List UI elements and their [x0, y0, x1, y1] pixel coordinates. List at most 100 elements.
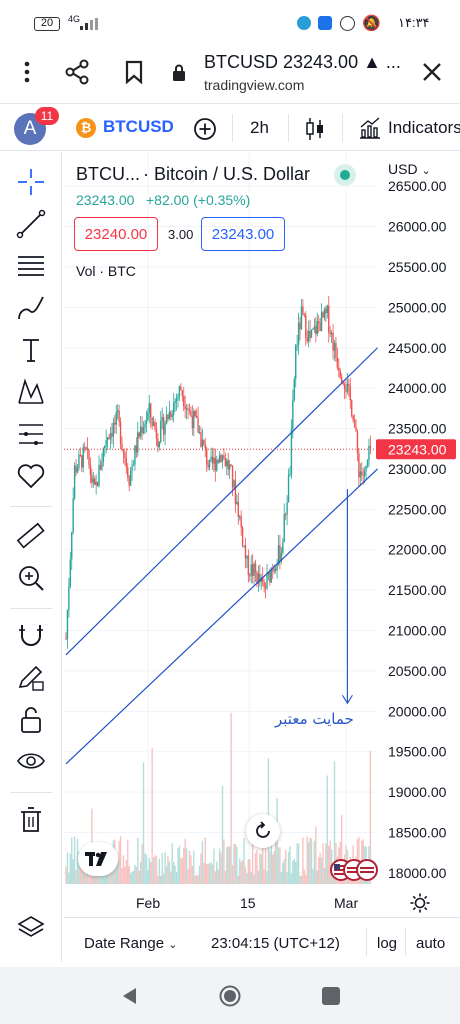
volume-bar: [228, 846, 231, 884]
candle-body: [190, 410, 192, 417]
buy-button[interactable]: 23243.00: [201, 217, 285, 251]
volume-bar: [124, 866, 126, 884]
volume-bar: [178, 845, 181, 884]
candle-body: [363, 470, 366, 476]
volume-bar: [312, 869, 314, 884]
drawing-toolbar: [0, 152, 62, 962]
candle-body: [336, 357, 339, 368]
symbol-button[interactable]: BTCUSD: [103, 117, 174, 136]
home-icon[interactable]: [219, 985, 241, 1007]
magnet-icon[interactable]: [12, 618, 50, 654]
candle-body: [82, 447, 84, 468]
candle-body: [129, 470, 132, 486]
price-tick-label: 25000.00: [388, 299, 447, 315]
annotation-text[interactable]: حمایت معتبر: [275, 710, 354, 728]
reset-chart-icon[interactable]: [246, 814, 280, 848]
price-tick-label: 24000.00: [388, 380, 447, 396]
candle-body: [270, 570, 273, 583]
candle-body: [198, 432, 201, 434]
volume-bar: [299, 875, 301, 884]
trendline-tool-icon[interactable]: [12, 206, 50, 242]
app-icon: [318, 16, 332, 30]
candle-body: [195, 415, 198, 419]
prediction-tool-icon[interactable]: [12, 416, 50, 452]
volume-bar: [168, 861, 171, 884]
brush-tool-icon[interactable]: [12, 290, 50, 326]
close-icon[interactable]: [422, 62, 442, 82]
volume-bar: [293, 858, 295, 884]
volume-bar: [224, 871, 227, 884]
text-tool-icon[interactable]: [12, 332, 50, 368]
compare-add-icon[interactable]: [193, 117, 217, 141]
candle-body: [171, 414, 173, 417]
share-icon[interactable]: [64, 59, 90, 85]
volume-bar: [134, 864, 136, 884]
lock-drawings-pencil-icon[interactable]: [12, 660, 50, 696]
back-icon[interactable]: [120, 986, 138, 1006]
candle-body: [333, 342, 336, 351]
indicators-button[interactable]: Indicators: [388, 118, 460, 137]
volume-bar: [210, 862, 212, 884]
more-menu-icon[interactable]: [20, 60, 34, 84]
log-toggle[interactable]: log: [377, 935, 398, 952]
layers-icon[interactable]: [12, 910, 50, 946]
candle-body: [254, 563, 257, 573]
legend-symbol[interactable]: BTCU...: [76, 164, 141, 184]
volume-bar: [283, 859, 285, 884]
arrow-head[interactable]: [341, 694, 353, 705]
eye-icon[interactable]: [12, 744, 50, 780]
time-label-feb: Feb: [136, 895, 161, 911]
volume-bar: [214, 871, 217, 884]
unlock-icon[interactable]: [12, 702, 50, 738]
fib-retracement-icon[interactable]: [12, 248, 50, 284]
date-range-button[interactable]: Date Range ⌄: [84, 935, 177, 952]
zoom-in-icon[interactable]: [12, 560, 50, 596]
trendline[interactable]: [65, 347, 378, 656]
candle-body: [264, 587, 267, 589]
price-tick-label: 22500.00: [388, 501, 447, 517]
settings-gear-icon[interactable]: [410, 893, 430, 913]
candle-body: [66, 610, 69, 639]
volume-bar: [102, 871, 105, 884]
volume-bar: [340, 815, 343, 884]
volume-bar: [139, 861, 142, 884]
candle-body: [79, 454, 82, 456]
candle-body: [355, 426, 357, 432]
volume-bar: [263, 869, 265, 884]
ruler-icon[interactable]: [12, 518, 50, 554]
interval-button[interactable]: 2h: [250, 118, 269, 137]
candle-body: [289, 474, 291, 476]
volume-bar: [92, 870, 94, 884]
candle-body: [164, 424, 166, 435]
candle-body: [137, 432, 139, 453]
candle-body: [295, 345, 297, 379]
chart-pane[interactable]: 23243.00 26500.00 26000.00 25500.00 25000.0…: [64, 152, 460, 917]
price-tick-label: 18500.00: [388, 825, 447, 841]
trash-icon[interactable]: [12, 802, 50, 838]
volume-bar: [171, 843, 173, 884]
indicators-icon[interactable]: [358, 116, 382, 140]
currency-selector[interactable]: USD ⌄: [388, 161, 431, 177]
candle-body: [250, 564, 252, 576]
volume-bar: [191, 866, 194, 884]
volume-bar: [157, 875, 159, 884]
time-label-mar: Mar: [334, 895, 359, 911]
candle-body: [208, 459, 211, 468]
timezone-clock[interactable]: 23:04:15 (UTC+12): [211, 935, 340, 952]
sell-button[interactable]: 23240.00: [74, 217, 158, 251]
candles-icon[interactable]: [304, 116, 326, 142]
recents-icon[interactable]: [322, 987, 340, 1005]
crosshair-icon[interactable]: [12, 164, 50, 200]
volume-bar: [206, 864, 208, 884]
candle-body: [338, 367, 340, 371]
candle-body: [358, 453, 360, 478]
candle-body: [65, 638, 67, 640]
volume-bar: [125, 860, 128, 884]
spread-value: 3.00: [168, 227, 194, 242]
pattern-tool-icon[interactable]: [12, 374, 50, 410]
auto-toggle[interactable]: auto: [416, 935, 446, 952]
bookmark-icon[interactable]: [124, 60, 144, 85]
volume-bar: [226, 847, 228, 884]
trendline[interactable]: [65, 468, 378, 765]
heart-icon[interactable]: [12, 458, 50, 494]
